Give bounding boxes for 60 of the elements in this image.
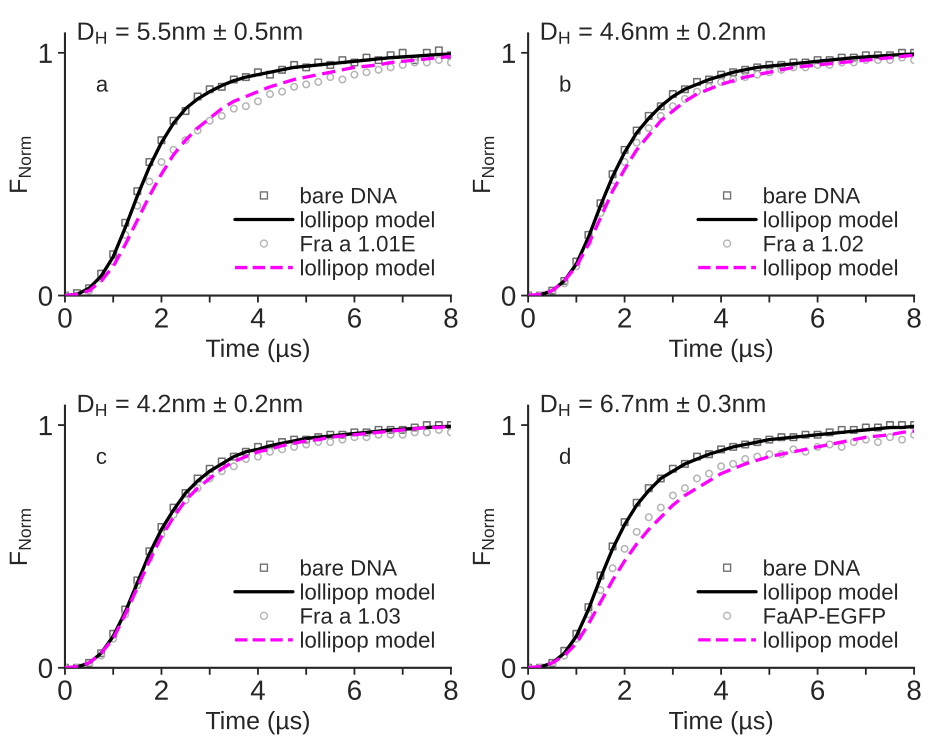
legend-label: lollipop model bbox=[300, 259, 434, 280]
x-tick-label: 4 bbox=[250, 308, 265, 328]
x-axis-title: Time (µs) bbox=[669, 711, 772, 734]
x-axis-title: Time (µs) bbox=[206, 711, 309, 734]
y-axis-title: F$_{Norm}$ bbox=[472, 509, 494, 564]
x-tick-label: 4 bbox=[714, 680, 728, 700]
legend-label: lollipop model bbox=[764, 632, 898, 652]
x-tick-label: 0 bbox=[58, 308, 72, 328]
legend-label: lollipop model bbox=[764, 583, 898, 604]
legend-label: bare DNA bbox=[764, 559, 860, 576]
x-tick-label: 8 bbox=[908, 308, 921, 328]
x-tick-label: 6 bbox=[811, 308, 824, 328]
y-tick-label: 0 bbox=[502, 286, 516, 306]
y-tick-label: 0 bbox=[38, 286, 52, 306]
annotation: b bbox=[560, 75, 570, 92]
y-tick-label: 0 bbox=[502, 658, 516, 678]
legend-label: FaAP-EGFP bbox=[764, 608, 885, 624]
x-tick-label: 6 bbox=[348, 308, 361, 328]
annotation: c bbox=[96, 452, 106, 464]
y-axis-title: F$_{Norm}$ bbox=[10, 509, 32, 564]
legend-label: Fra a 1.03 bbox=[301, 608, 400, 624]
annotation: D$_{H}$ = 4.6nm ± 0.2nm bbox=[542, 22, 765, 44]
annotation: D$_{H}$ = 6.7nm ± 0.3nm bbox=[542, 394, 765, 416]
x-tick-label: 6 bbox=[811, 680, 824, 700]
legend-label: lollipop model bbox=[300, 632, 434, 652]
x-tick-label: 4 bbox=[714, 308, 728, 328]
y-tick-label: 1 bbox=[40, 44, 52, 63]
y-tick-label: 0 bbox=[38, 658, 52, 678]
annotation: D$_{H}$ = 4.2nm ± 0.2nm bbox=[78, 394, 302, 416]
x-tick-label: 8 bbox=[908, 680, 921, 700]
legend-label: lollipop model bbox=[764, 211, 898, 232]
annotation: d bbox=[560, 448, 570, 464]
x-tick-label: 6 bbox=[348, 680, 361, 700]
x-tick-label: 4 bbox=[250, 680, 265, 700]
legend-label: lollipop model bbox=[300, 583, 434, 604]
x-tick-label: 2 bbox=[155, 680, 168, 700]
legend-label: bare DNA bbox=[300, 187, 398, 204]
x-axis-title: Time (µs) bbox=[206, 338, 309, 362]
x-tick-label: 2 bbox=[618, 680, 631, 700]
x-tick-label: 2 bbox=[155, 308, 168, 328]
x-tick-label: 0 bbox=[521, 680, 535, 700]
legend-label: bare DNA bbox=[764, 187, 860, 204]
legend-label: lollipop model bbox=[300, 211, 434, 232]
annotation: D$_{H}$ = 5.5nm ± 0.5nm bbox=[78, 22, 302, 44]
y-axis-title: F$_{Norm}$ bbox=[10, 136, 32, 192]
y-tick-label: 1 bbox=[502, 416, 515, 436]
x-tick-label: 0 bbox=[58, 680, 72, 700]
x-tick-label: 8 bbox=[444, 308, 458, 328]
x-axis-title: Time (µs) bbox=[669, 338, 772, 362]
annotation: a bbox=[96, 80, 108, 92]
legend-label: Fra a 1.01E bbox=[301, 236, 415, 252]
x-tick-label: 0 bbox=[521, 308, 535, 328]
legend-label: lollipop model bbox=[764, 259, 898, 280]
x-tick-label: 2 bbox=[618, 308, 631, 328]
y-axis-title: F$_{Norm}$ bbox=[472, 136, 494, 192]
legend-label: Fra a 1.02 bbox=[764, 236, 863, 252]
legend-label: bare DNA bbox=[300, 559, 398, 576]
y-tick-label: 1 bbox=[40, 416, 52, 436]
x-tick-label: 8 bbox=[444, 680, 458, 700]
y-tick-label: 1 bbox=[502, 44, 515, 63]
